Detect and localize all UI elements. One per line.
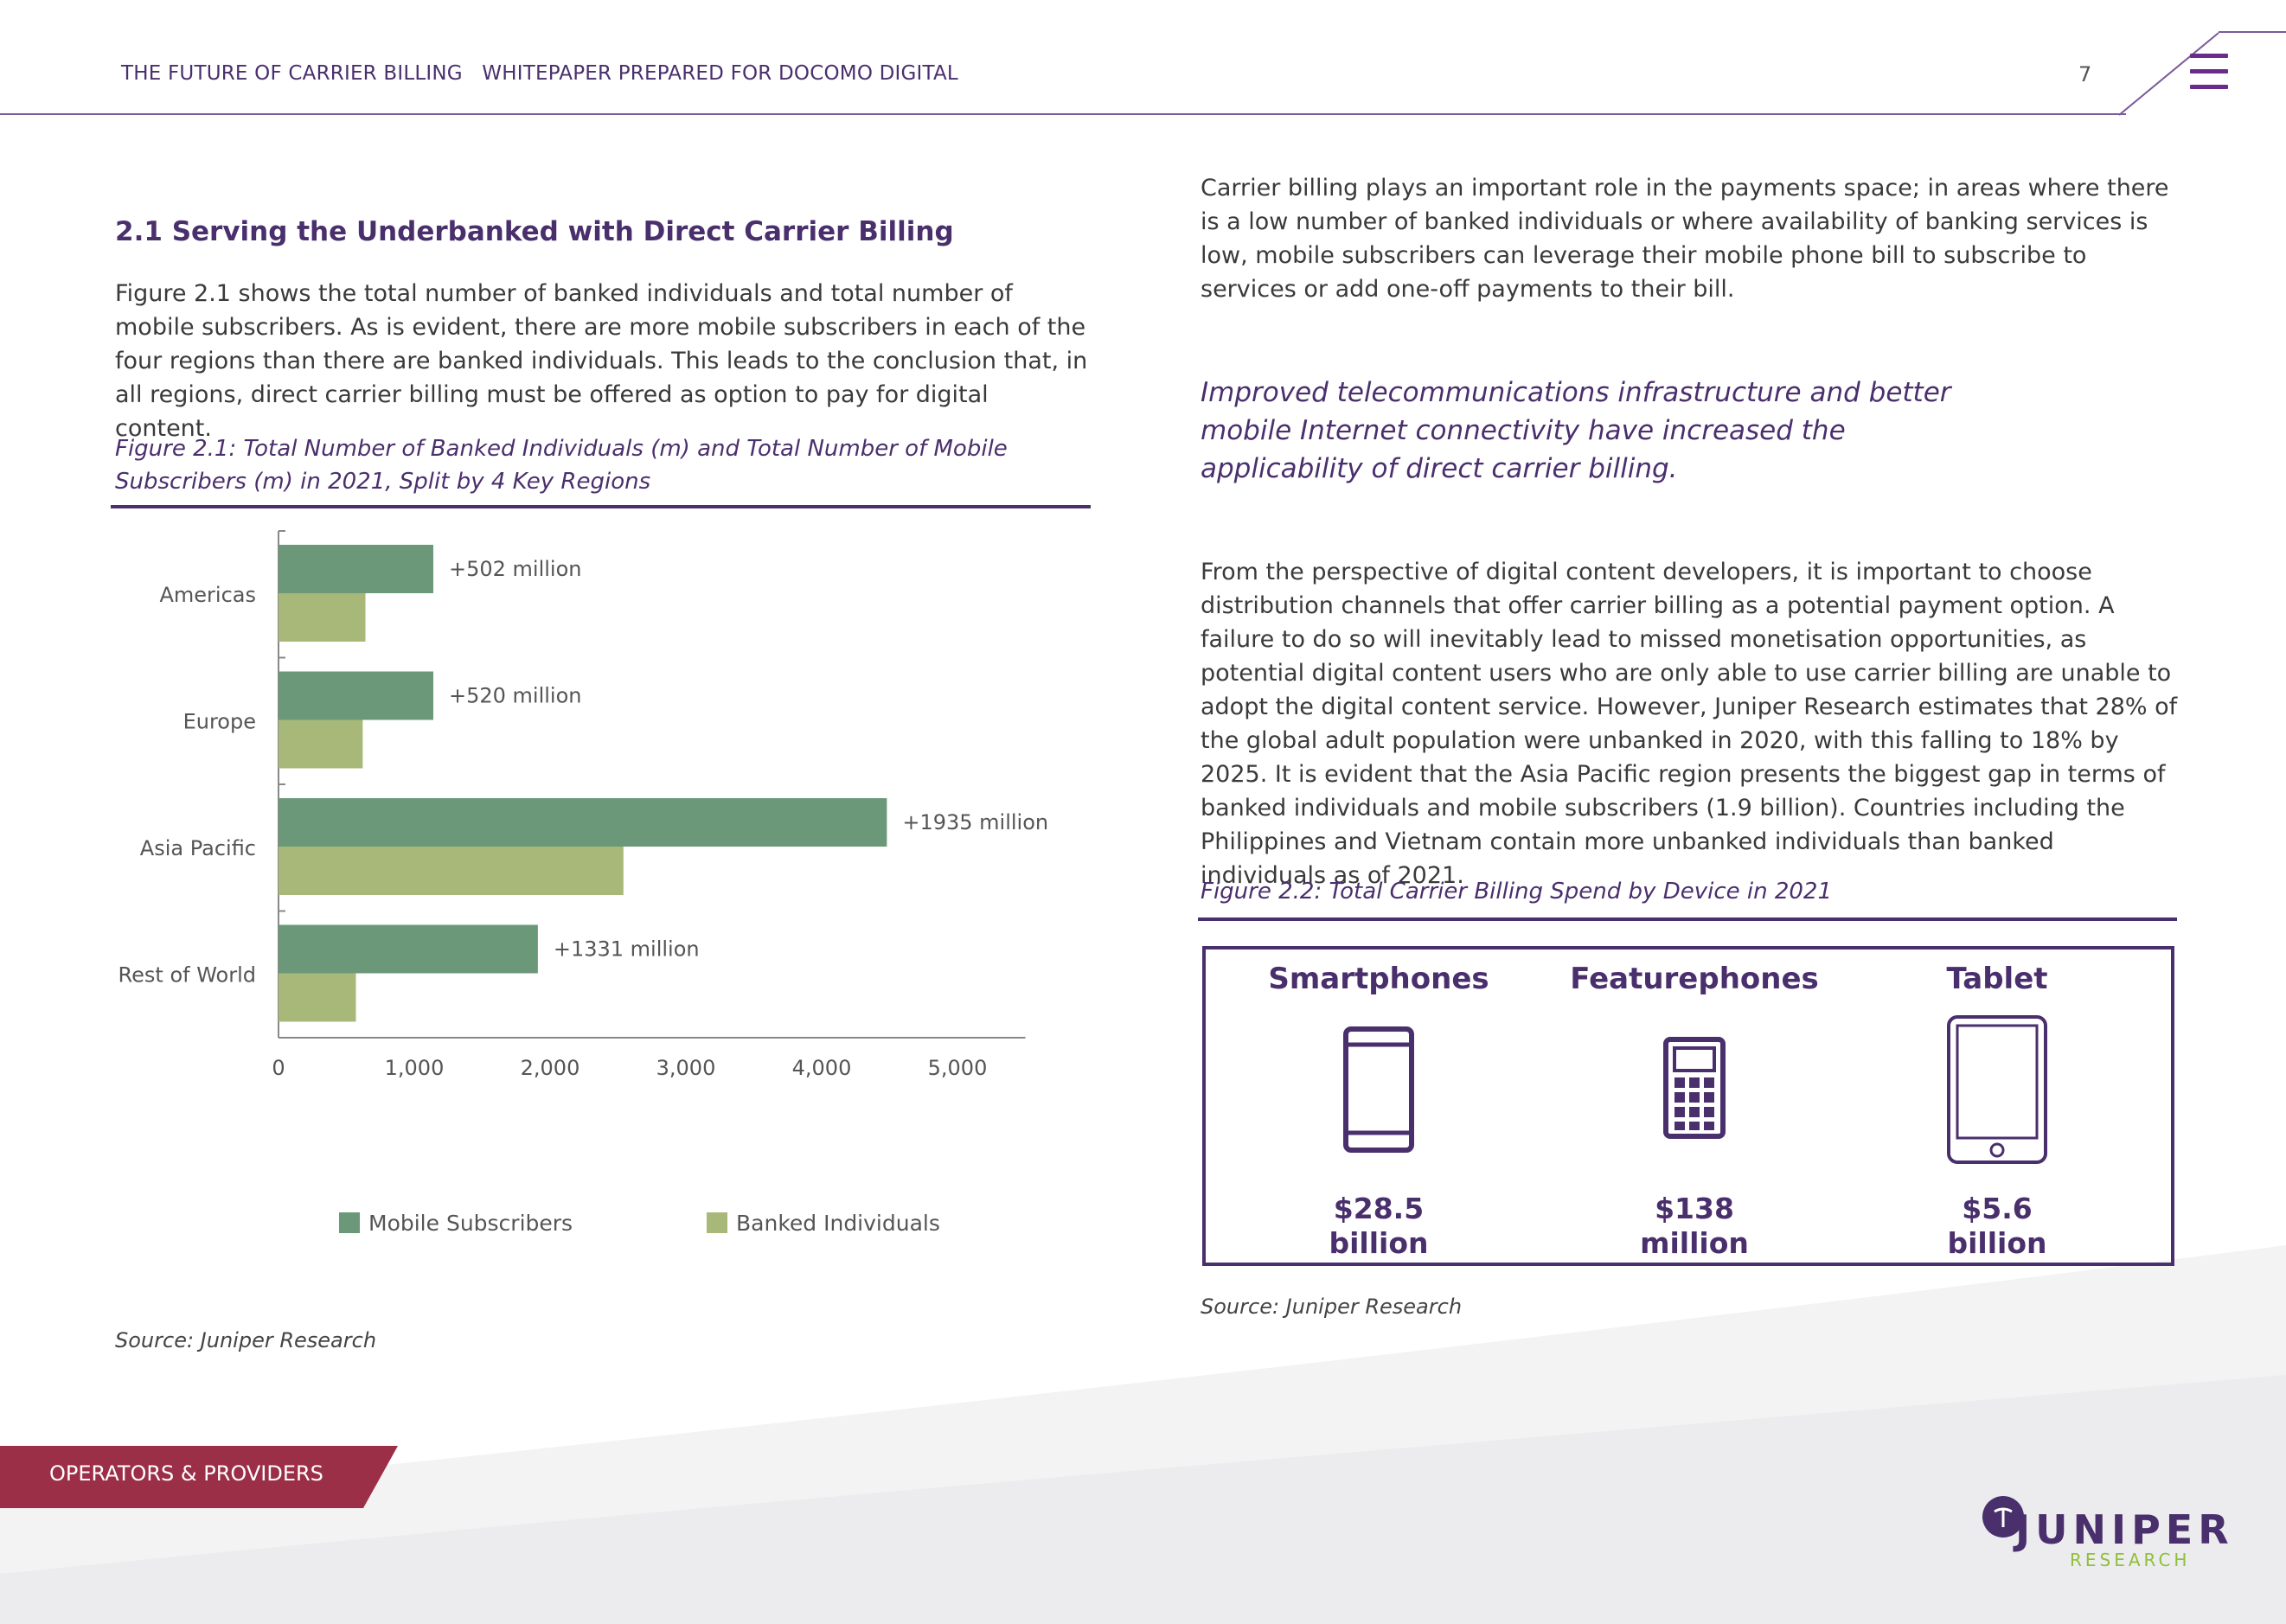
bar-annotation: +502 million	[449, 557, 582, 581]
legend-label: Banked Individuals	[736, 1211, 940, 1236]
category-label: Asia Pacific	[140, 836, 256, 860]
device-featurephones: Featurephones $138 million	[1547, 949, 1841, 1263]
carrier-billing-paragraph: Carrier billing plays an important role …	[1201, 175, 2169, 303]
device-tablet: Tablet $5.6 billion	[1850, 949, 2144, 1263]
legend-swatch	[339, 1212, 360, 1233]
device-name: Smartphones	[1268, 962, 1489, 996]
juniper-logo-icon	[1982, 1496, 2024, 1538]
figure-2-2-rule	[1198, 917, 2177, 921]
device-name: Featurephones	[1570, 962, 1819, 996]
legend-swatch	[707, 1212, 727, 1233]
banked-individuals-bar	[279, 973, 356, 1022]
mobile-subscribers-bar	[279, 924, 538, 974]
juniper-logo-text: JUNIPER	[2015, 1506, 2234, 1553]
banked-individuals-bar	[279, 847, 624, 895]
x-tick-label: 5,000	[928, 1056, 988, 1080]
developers-paragraph: From the perspective of digital content …	[1201, 559, 2178, 889]
mobile-subscribers-bar	[279, 671, 433, 720]
device-spend-infographic: Smartphones $28.5 billion Featurephones …	[1202, 946, 2174, 1266]
category-label: Americas	[159, 583, 256, 607]
header-corner-divider	[2119, 32, 2219, 116]
intro-paragraph: Figure 2.1 shows the total number of ban…	[115, 280, 1088, 442]
device-smartphones: Smartphones $28.5 billion	[1232, 949, 1526, 1263]
bar-annotation: +520 million	[449, 684, 582, 708]
banked-vs-mobile-chart: Americas +502 million Europe +520 million As…	[118, 530, 1048, 1236]
x-tick-label: 3,000	[656, 1056, 716, 1080]
x-tick-label: 4,000	[792, 1056, 852, 1080]
tablet-icon	[1947, 1015, 2047, 1164]
figure-2-2-source: Source: Juniper Research	[1201, 1295, 1463, 1319]
mobile-subscribers-bar	[279, 545, 433, 593]
figure-2-1-source: Source: Juniper Research	[115, 1328, 377, 1352]
x-tick-label: 0	[272, 1056, 285, 1080]
figure-2-2-caption: Figure 2.2: Total Carrier Billing Spend …	[1201, 879, 1833, 905]
page-number: 7	[2078, 62, 2092, 86]
mobile-subscribers-bar	[279, 798, 887, 847]
bar-annotation: +1935 million	[902, 810, 1048, 834]
juniper-logo-subtext: RESEARCH	[2070, 1550, 2191, 1570]
section-tab[interactable]	[0, 1446, 398, 1508]
pull-quote: Improved telecommunications infrastructu…	[1201, 377, 1951, 484]
bar-annotation: +1331 million	[554, 937, 700, 962]
section-heading: 2.1 Serving the Underbanked with Direct …	[115, 216, 954, 247]
category-label: Rest of World	[118, 963, 256, 988]
legend-label: Mobile Subscribers	[368, 1211, 573, 1236]
x-tick-label: 2,000	[521, 1056, 580, 1080]
figure-2-1-rule	[111, 505, 1091, 508]
footer-background	[0, 1245, 2286, 1624]
device-value: $138 million	[1640, 1192, 1749, 1260]
header-title: THE FUTURE OF CARRIER BILLING WHITEPAPER…	[121, 62, 958, 85]
featurephone-icon	[1663, 1037, 1726, 1139]
banked-individuals-bar	[279, 719, 363, 769]
device-value: $28.5 billion	[1329, 1192, 1429, 1260]
header-rule	[0, 113, 2126, 115]
section-tab-label: OPERATORS & PROVIDERS	[49, 1461, 323, 1486]
smartphone-icon	[1343, 1026, 1414, 1153]
device-value: $5.6 billion	[1947, 1192, 2047, 1260]
header-corner-rule	[2219, 31, 2286, 33]
device-name: Tablet	[1946, 962, 2048, 996]
x-tick-label: 1,000	[385, 1056, 445, 1080]
hamburger-menu-icon[interactable]	[2190, 54, 2228, 90]
figure-2-1-caption: Figure 2.1: Total Number of Banked Indiv…	[115, 436, 1008, 495]
banked-individuals-bar	[279, 593, 366, 642]
category-label: Europe	[183, 710, 256, 734]
